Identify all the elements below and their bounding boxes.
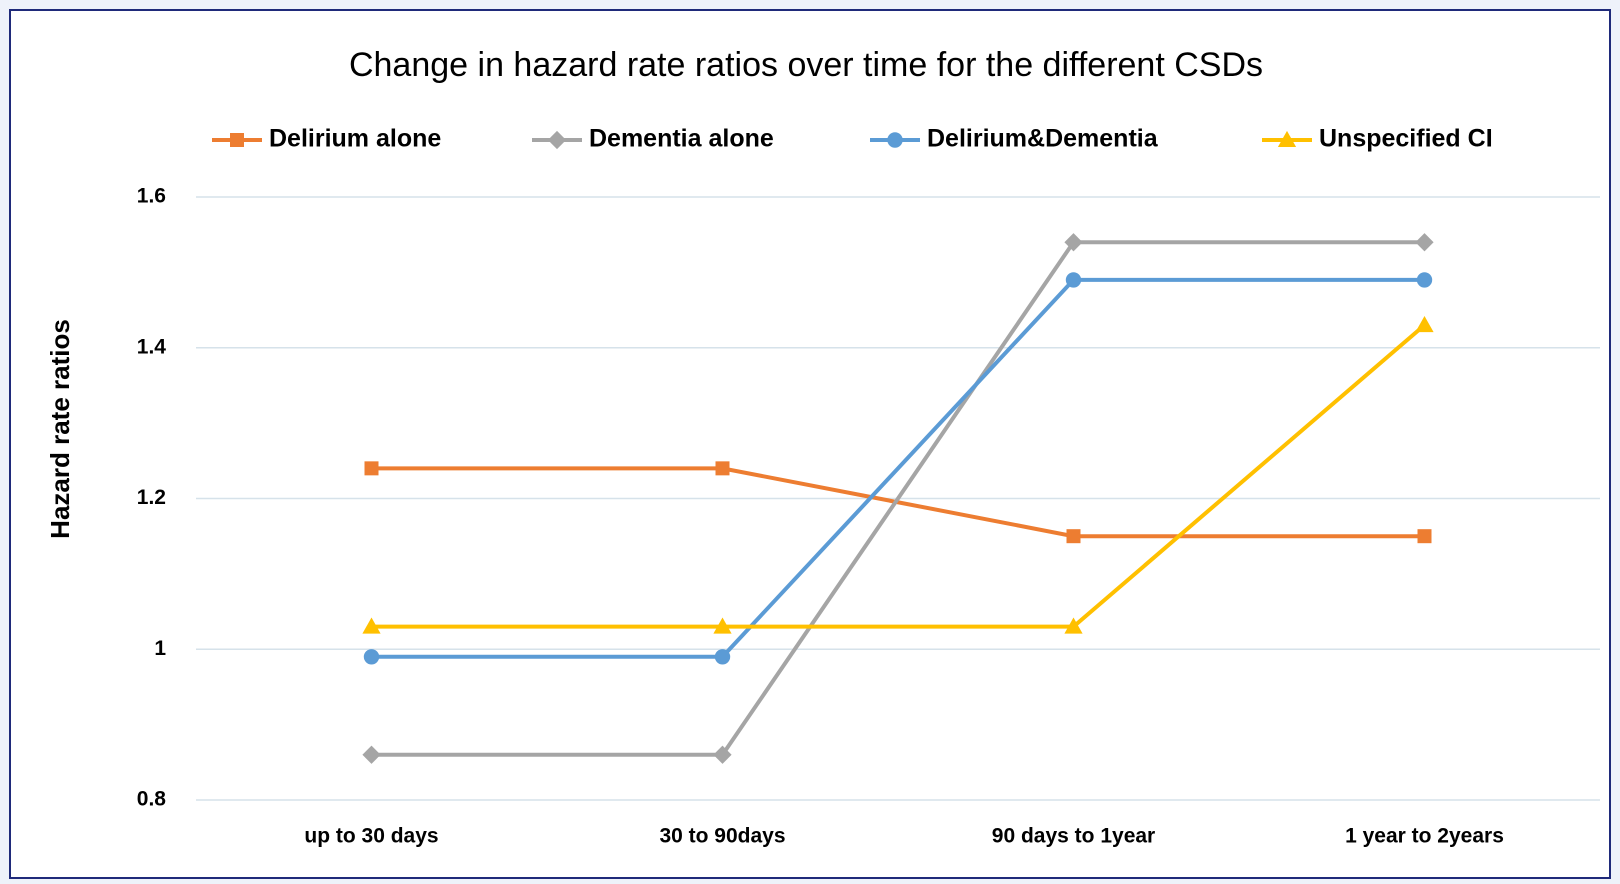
data-point — [1416, 272, 1433, 288]
legend-label: Delirium alone — [269, 125, 441, 153]
data-point — [362, 745, 381, 764]
legend-label: Delirium&Dementia — [927, 125, 1159, 153]
series-line — [371, 323, 1426, 629]
x-tick-label: up to 30 days — [304, 825, 438, 848]
data-point — [1064, 617, 1083, 634]
data-point — [715, 461, 730, 476]
legend-marker — [547, 130, 567, 150]
y-tick-label: 1.2 — [137, 486, 166, 509]
series-line — [371, 277, 1425, 659]
series-line — [371, 240, 1425, 757]
data-point — [714, 649, 731, 665]
y-tick-label: 1.4 — [137, 335, 167, 358]
data-point — [364, 461, 379, 476]
x-tick-label: 90 days to 1year — [992, 825, 1155, 848]
data-point — [713, 745, 732, 764]
data-point — [1066, 529, 1081, 544]
x-tick-label: 30 to 90days — [659, 825, 785, 848]
legend-marker — [1277, 130, 1297, 147]
y-tick-label: 1.6 — [137, 185, 166, 208]
chart-frame — [9, 9, 1611, 879]
data-point — [1064, 233, 1083, 252]
y-tick-label: 1 — [154, 637, 166, 660]
series-line — [371, 466, 1425, 539]
data-point — [1417, 529, 1432, 544]
legend-marker — [230, 133, 244, 147]
y-tick-label: 0.8 — [137, 788, 167, 811]
data-point — [1415, 233, 1434, 252]
chart-title: Change in hazard rate ratios over time f… — [349, 46, 1263, 84]
data-point — [713, 617, 732, 634]
y-axis-title: Hazard rate ratios — [45, 319, 75, 539]
legend-marker — [887, 132, 903, 148]
data-point — [363, 649, 380, 665]
legend-label: Dementia alone — [589, 125, 774, 153]
data-point — [362, 617, 381, 634]
legend-label: Unspecified CI — [1319, 125, 1493, 153]
data-point — [1065, 272, 1082, 288]
data-point — [1415, 316, 1434, 333]
x-tick-label: 1 year to 2years — [1345, 825, 1504, 848]
